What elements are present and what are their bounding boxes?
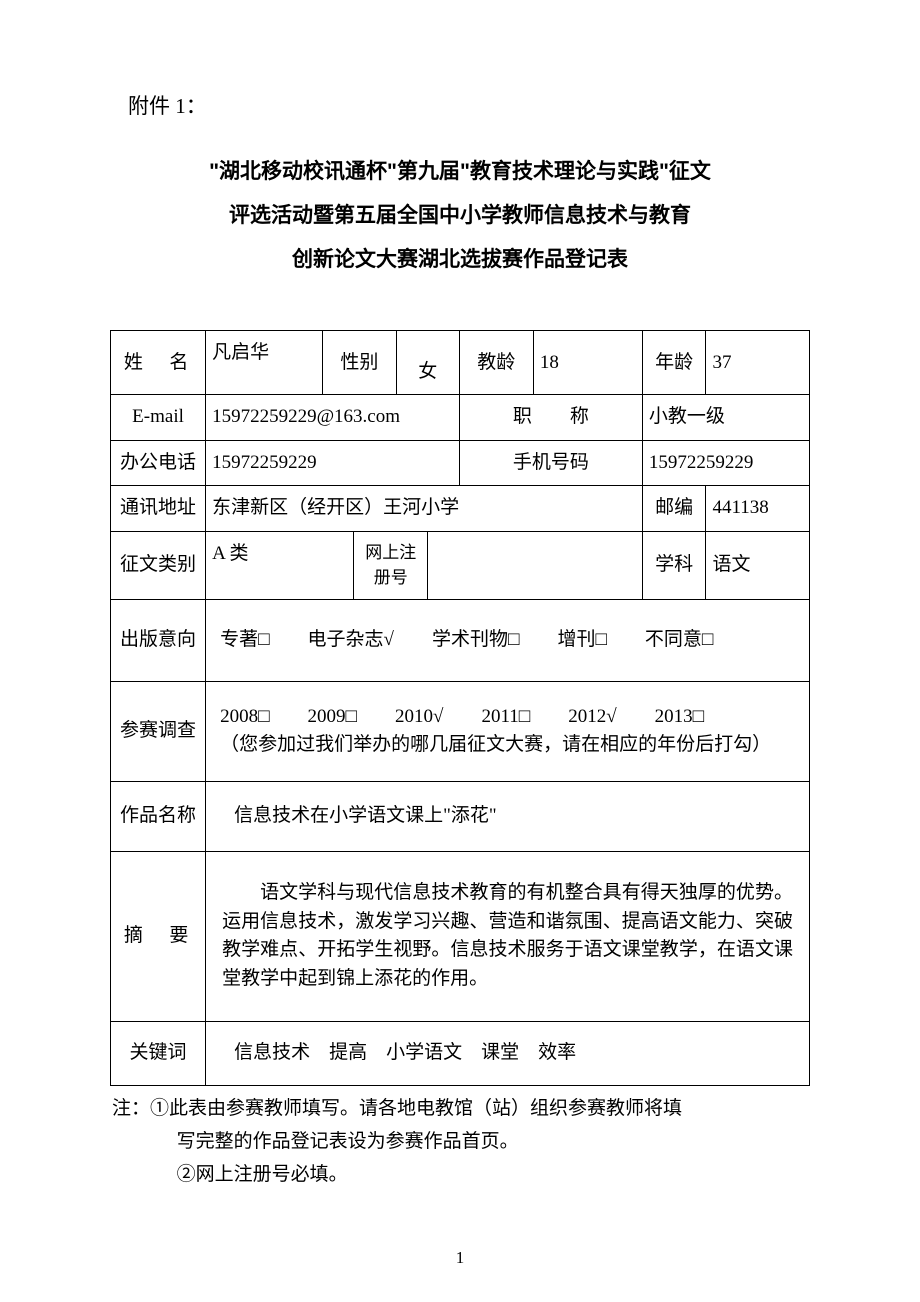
- value-category: A 类: [206, 531, 354, 599]
- label-survey: 参赛调查: [111, 681, 206, 781]
- value-work-name: 信息技术在小学语文课上"添花": [206, 781, 810, 851]
- value-office-phone: 15972259229: [206, 440, 460, 486]
- registration-table: 姓 名 凡启华 性别 女 教龄 18 年龄 37 E-mail 15972259…: [110, 330, 810, 1086]
- label-name: 姓 名: [111, 331, 206, 395]
- value-title-rank: 小教一级: [642, 395, 809, 441]
- label-subject: 学科: [642, 531, 706, 599]
- value-age: 37: [706, 331, 810, 395]
- label-keywords: 关键词: [111, 1021, 206, 1085]
- label-age: 年龄: [642, 331, 706, 395]
- value-survey: 2008□ 2009□ 2010√ 2011□ 2012√ 2013□ （您参加…: [206, 681, 810, 781]
- title-block: "湖北移动校讯通杯"第九届"教育技术理论与实践"征文 评选活动暨第五届全国中小学…: [110, 150, 810, 282]
- label-abstract: 摘 要: [111, 851, 206, 1021]
- value-address: 东津新区（经开区）王河小学: [206, 486, 643, 532]
- title-line-2: 评选活动暨第五届全国中小学教师信息技术与教育: [110, 194, 810, 238]
- survey-line-1: 2008□ 2009□ 2010√ 2011□ 2012√ 2013□: [220, 703, 803, 732]
- attachment-label: 附件 1：: [128, 90, 810, 120]
- value-email: 15972259229@163.com: [206, 395, 460, 441]
- title-line-1: "湖北移动校讯通杯"第九届"教育技术理论与实践"征文: [110, 150, 810, 194]
- notes-line-2: 写完整的作品登记表设为参赛作品首页。: [112, 1125, 810, 1158]
- label-mobile: 手机号码: [459, 440, 642, 486]
- notes-line-3: ②网上注册号必填。: [112, 1158, 810, 1191]
- label-title-rank: 职 称: [459, 395, 642, 441]
- label-work-name: 作品名称: [111, 781, 206, 851]
- survey-line-2: （您参加过我们举办的哪几届征文大赛，请在相应的年份后打勾）: [220, 731, 803, 760]
- label-address: 通讯地址: [111, 486, 206, 532]
- label-gender: 性别: [322, 331, 396, 395]
- value-postcode: 441138: [706, 486, 810, 532]
- label-email: E-mail: [111, 395, 206, 441]
- notes-block: 注：①此表由参赛教师填写。请各地电教馆（站）组织参赛教师将填 写完整的作品登记表…: [110, 1092, 810, 1192]
- abstract-text: 语文学科与现代信息技术教育的有机整合具有得天独厚的优势。运用信息技术，激发学习兴…: [222, 879, 793, 993]
- value-gender: 女: [396, 331, 459, 395]
- label-reg-no: 网上注册号: [354, 531, 428, 599]
- label-office-phone: 办公电话: [111, 440, 206, 486]
- value-abstract: 语文学科与现代信息技术教育的有机整合具有得天独厚的优势。运用信息技术，激发学习兴…: [206, 851, 810, 1021]
- value-keywords: 信息技术 提高 小学语文 课堂 效率: [206, 1021, 810, 1085]
- value-mobile: 15972259229: [642, 440, 809, 486]
- label-category: 征文类别: [111, 531, 206, 599]
- value-name: 凡启华: [206, 331, 323, 395]
- value-subject: 语文: [706, 531, 810, 599]
- notes-line-1: 注：①此表由参赛教师填写。请各地电教馆（站）组织参赛教师将填: [112, 1092, 810, 1125]
- label-teaching-years: 教龄: [459, 331, 533, 395]
- page-number: 1: [0, 1248, 920, 1268]
- label-postcode: 邮编: [642, 486, 706, 532]
- value-teaching-years: 18: [533, 331, 642, 395]
- value-reg-no: [428, 531, 643, 599]
- label-publish-intent: 出版意向: [111, 599, 206, 681]
- value-publish-intent: 专著□ 电子杂志√ 学术刊物□ 增刊□ 不同意□: [206, 599, 810, 681]
- title-line-3: 创新论文大赛湖北选拔赛作品登记表: [110, 238, 810, 282]
